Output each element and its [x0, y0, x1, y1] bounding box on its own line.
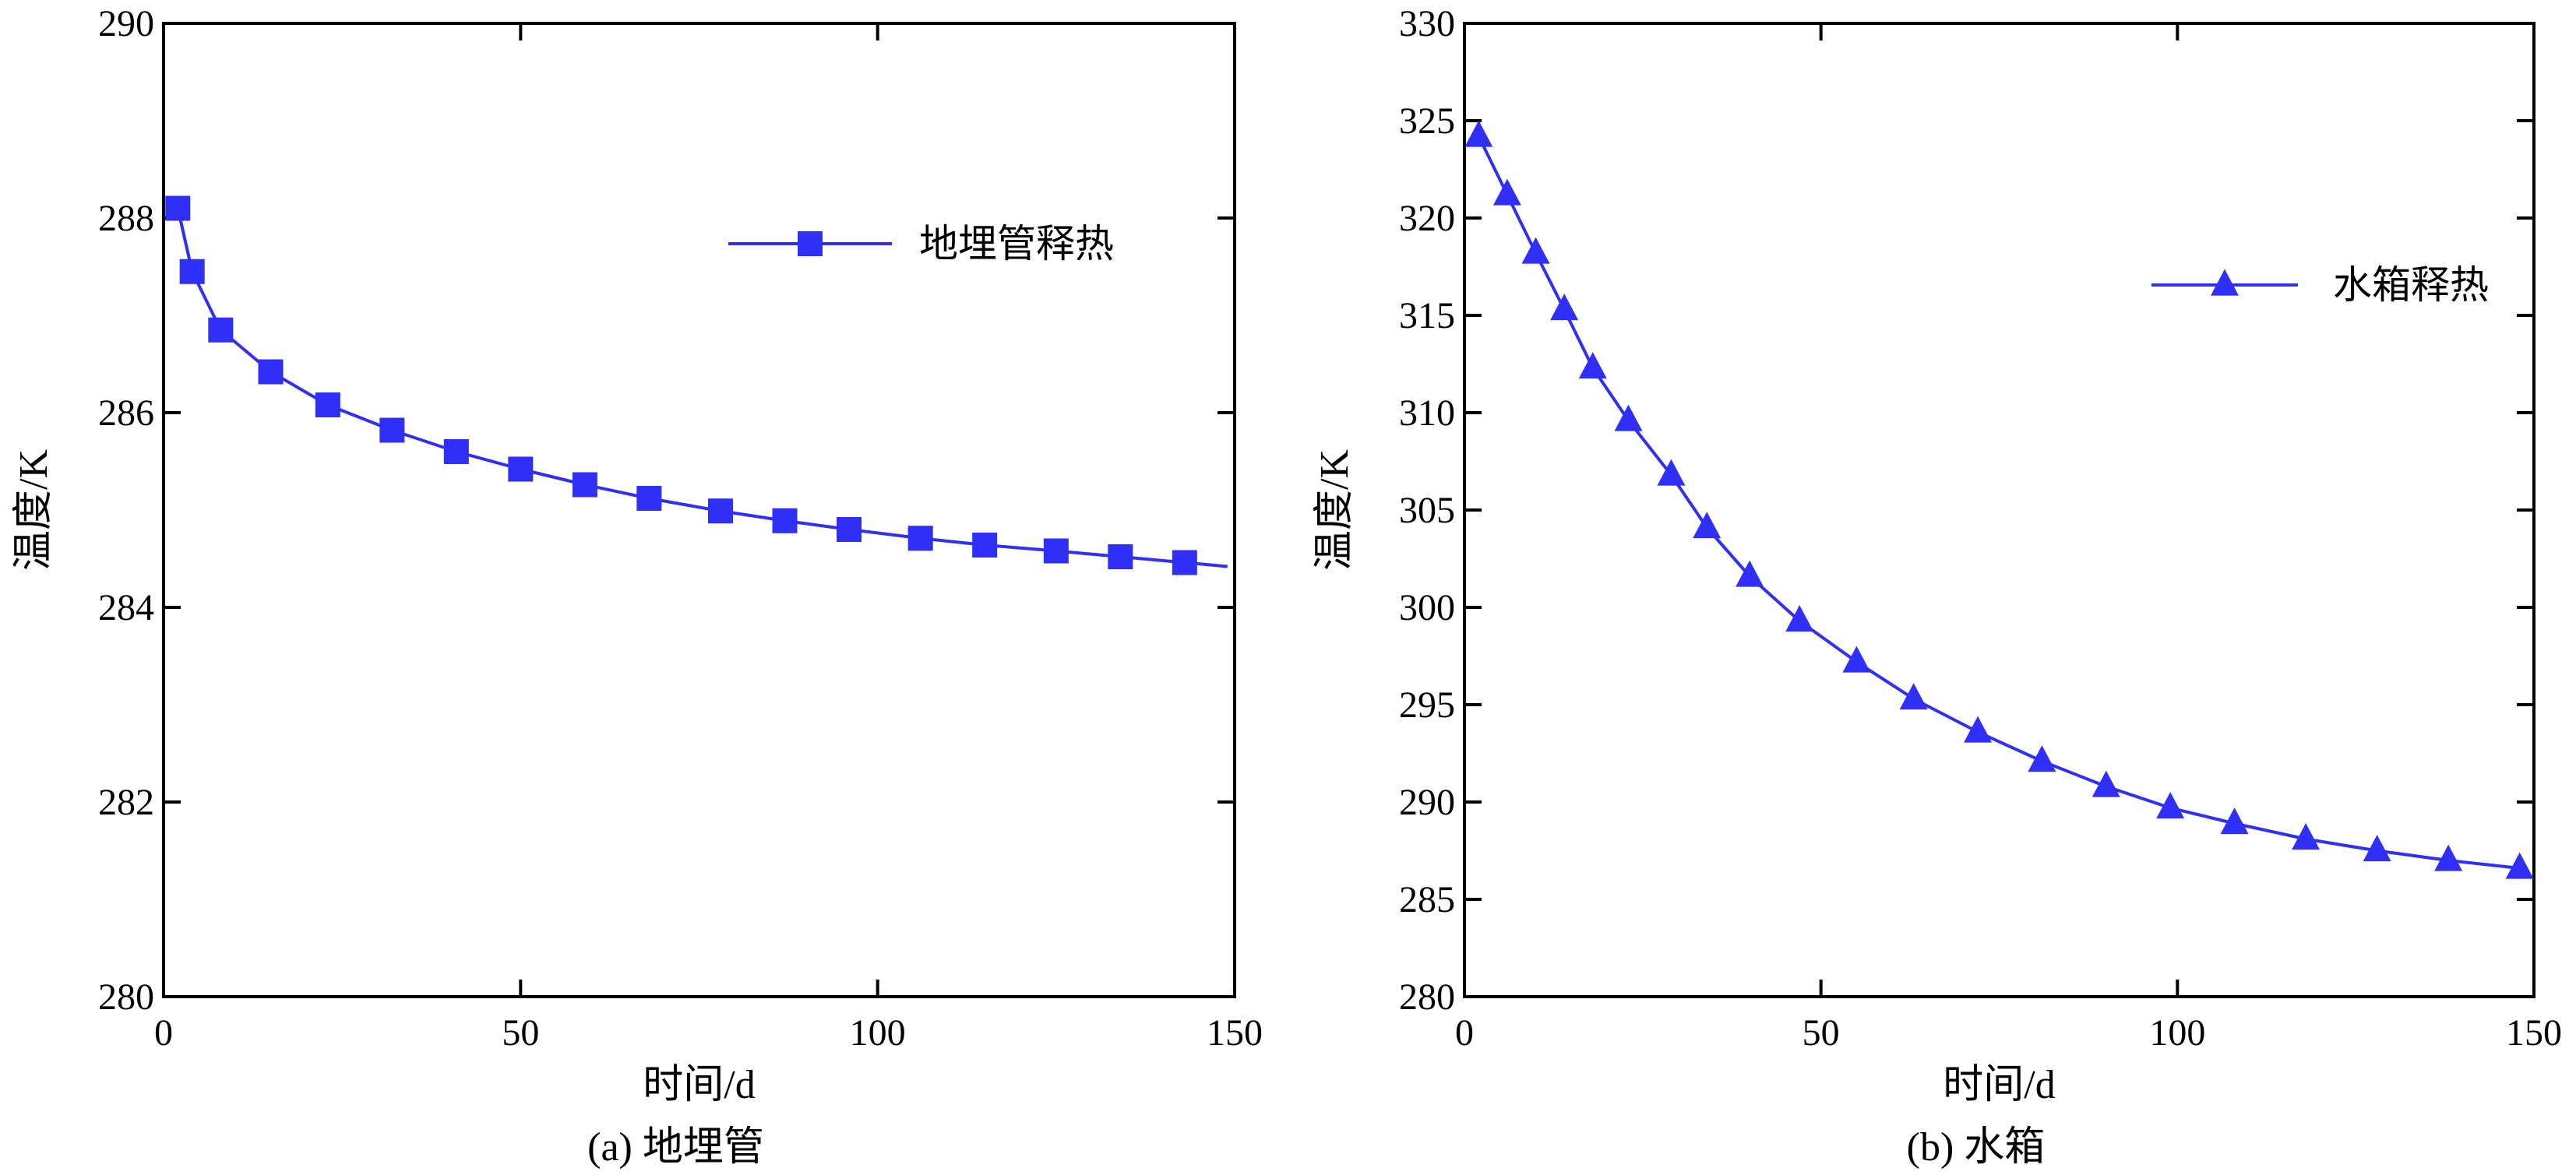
panel-a-data-point	[443, 439, 469, 464]
panel-a-data-point	[1172, 550, 1197, 575]
panel-b-data-point	[2505, 852, 2534, 879]
panel-a-caption: (a) 地埋管	[587, 1125, 764, 1170]
panel-b-y-tick-label: 290	[1399, 782, 1455, 823]
panel-b-data-point	[2434, 844, 2463, 871]
panel-b-data-point	[1842, 646, 1871, 673]
panel-b-y-tick-label: 280	[1399, 976, 1455, 1018]
panel-a-data-point	[208, 317, 234, 343]
panel-a-x-tick-label: 150	[1207, 1012, 1263, 1054]
panel-a-legend-marker	[798, 231, 823, 256]
panel-b-y-tick-label: 315	[1399, 295, 1455, 336]
panel-a-x-tick-label: 0	[154, 1012, 173, 1054]
panel-b-caption: (b) 水箱	[1907, 1125, 2046, 1170]
panel-b-y-tick-label: 330	[1399, 3, 1455, 44]
panel-b-y-tick-label: 295	[1399, 684, 1455, 726]
panel-a-data-point	[315, 392, 340, 417]
panel-a-line-chart: 0 50 100 150 280 282 284 286 288 290 时间/d 温度/K (a…	[12, 3, 1263, 1170]
panel-b-data-point	[1899, 683, 1928, 710]
panel-b-x-tick-label: 50	[1802, 1012, 1840, 1054]
panel-a-data-point	[972, 533, 998, 558]
panel-b-legend-label: 水箱释热	[2333, 263, 2489, 307]
panel-a-y-tick-label: 286	[98, 392, 154, 434]
panel-b-data-point	[1614, 404, 1643, 431]
panel-a-data-point	[258, 359, 284, 385]
panel-a-data-point	[572, 472, 597, 498]
panel-a-data-point	[708, 498, 733, 524]
panel-a-y-tick-label: 284	[98, 587, 154, 628]
panel-b-data-point	[1578, 352, 1607, 379]
panel-b-x-tick-label: 0	[1455, 1012, 1474, 1054]
panel-b-y-axis-label: 温度/K	[1313, 449, 1357, 571]
panel-b-data-point	[1464, 120, 1493, 147]
panel-a-data-point	[165, 195, 191, 221]
panel-b-y-tick-label: 325	[1399, 100, 1455, 142]
panel-b-data-point	[1521, 237, 1550, 264]
panel-b-y-tick-label: 300	[1399, 587, 1455, 628]
panel-a-plot-frame	[162, 22, 1236, 998]
panel-b-data-point	[2292, 823, 2321, 850]
panel-b-data-point	[2220, 807, 2249, 835]
panel-a-y-tick-label: 288	[98, 198, 154, 239]
panel-a-x-axis-label: 时间/d	[643, 1063, 755, 1107]
panel-b-y-tick-label: 285	[1399, 879, 1455, 920]
panel-b-data-point	[1657, 459, 1686, 486]
panel-b-data-point	[1785, 605, 1814, 632]
panel-a-data-point	[379, 417, 405, 443]
panel-b-x-tick-label: 150	[2506, 1012, 2562, 1054]
panel-a-legend-label: 地埋管释热	[919, 222, 1114, 266]
panel-a-data-point	[772, 508, 798, 533]
panel-b-data-point	[1964, 716, 1993, 743]
panel-a-data-point	[907, 526, 933, 551]
panel-b-x-axis-label: 时间/d	[1943, 1063, 2055, 1107]
panel-b-legend-marker	[2211, 269, 2239, 296]
panel-b-data-point	[2028, 745, 2056, 772]
panel-a-y-tick-label: 280	[98, 976, 154, 1018]
panel-a-data-point	[508, 456, 534, 482]
panel-a-data-point	[1108, 544, 1133, 569]
panel-b-data-point	[1693, 512, 1721, 539]
panel-b-data-point	[2363, 835, 2391, 862]
panel-b-y-tick-label: 310	[1399, 392, 1455, 434]
panel-b-data-point	[2091, 770, 2120, 797]
panel-a-data-point	[1043, 538, 1069, 564]
panel-a-data-point	[179, 259, 205, 284]
panel-a-data-point	[636, 486, 662, 511]
panel-b-data-point	[1492, 178, 1521, 206]
panel-b-data-point	[1736, 560, 1764, 587]
panel-a-y-tick-label: 282	[98, 782, 154, 823]
panel-b-line-chart: 0 50 100 150 280 285 290 295 300 305 310 315 320 325 3…	[1313, 3, 2562, 1170]
panel-a-data-point	[837, 517, 862, 542]
panel-b-data-point	[1550, 294, 1579, 321]
panel-b-series-line	[1477, 135, 2520, 870]
panel-a-plot-layer: 0 50 100 150 280 282 284 286 288 290	[98, 3, 1263, 1054]
panel-a-y-axis-label: 温度/K	[12, 449, 56, 571]
panel-a-x-tick-label: 100	[850, 1012, 906, 1054]
panel-a-y-tick-label: 290	[98, 3, 154, 44]
panel-b-y-tick-label: 305	[1399, 490, 1455, 531]
panel-a-x-tick-label: 50	[502, 1012, 539, 1054]
panel-b-data-point	[2156, 792, 2185, 819]
panel-b-y-tick-label: 320	[1399, 198, 1455, 239]
panel-b-plot-layer: 0 50 100 150 280 285 290 295 300 305 310 315 320 325 3…	[1399, 3, 2562, 1054]
panel-b-x-tick-label: 100	[2149, 1012, 2205, 1054]
